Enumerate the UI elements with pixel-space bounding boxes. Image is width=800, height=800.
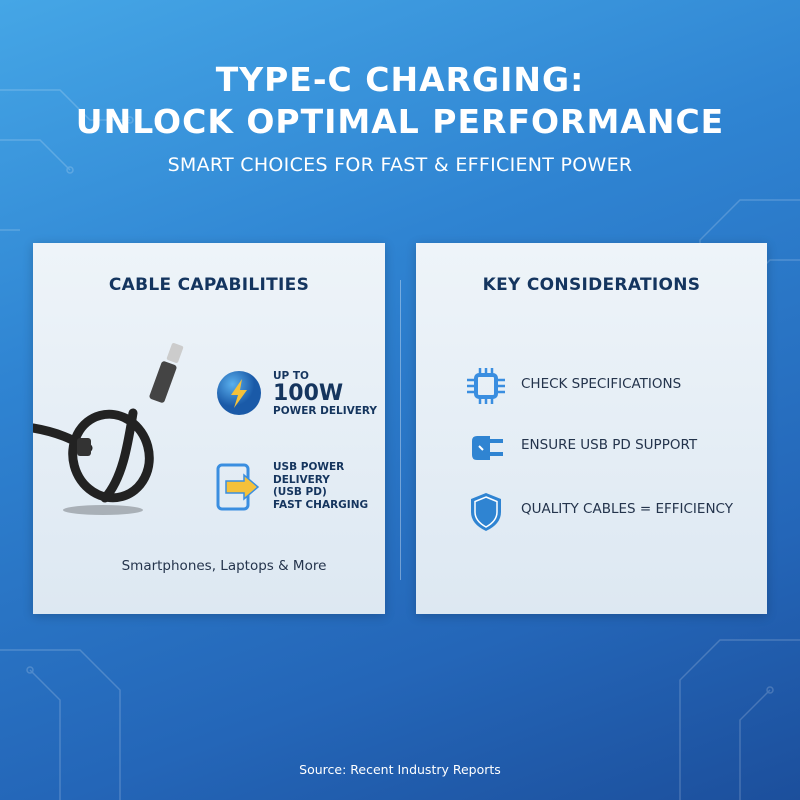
consideration-usb-pd: ENSURE USB PD SUPPORT (521, 437, 698, 453)
card-title: CABLE CAPABILITIES (108, 275, 310, 295)
source-note: Source: Recent Industry Reports (299, 762, 501, 777)
subtitle: SMART CHOICES FOR FAST & EFFICIENT POWER (167, 154, 633, 176)
shield-icon (471, 493, 501, 531)
pd-line: DELIVERY (273, 473, 330, 486)
power-value: 100W (273, 380, 344, 406)
pd-line: (USB PD) (273, 486, 327, 498)
cable-capabilities-card: CABLE CAPABILITIES UP TO 100W POWER DELI… (33, 243, 385, 614)
chip-icon (467, 368, 505, 404)
arrow-into-device-icon (216, 463, 260, 511)
consideration-check-specs: CHECK SPECIFICATIONS (521, 376, 682, 392)
lightning-bolt-icon (217, 371, 261, 415)
pd-line: FAST CHARGING (273, 498, 369, 511)
power-suffix: POWER DELIVERY (273, 404, 378, 417)
title-line-1: TYPE-C CHARGING: (215, 60, 585, 99)
plug-icon (472, 436, 503, 460)
divider (400, 280, 401, 580)
usb-pd-feature: USB POWER DELIVERY (USB PD) FAST CHARGIN… (273, 461, 368, 511)
usb-c-cable-image (33, 343, 184, 515)
key-considerations-card: KEY CONSIDERATIONS CHECK SPECIFICATIONS … (416, 243, 767, 614)
power-feature: UP TO 100W POWER DELIVERY (273, 370, 377, 417)
pd-line: USB POWER (273, 461, 345, 473)
card-title: KEY CONSIDERATIONS (482, 275, 701, 295)
power-prefix: UP TO (273, 370, 309, 382)
devices-text: Smartphones, Laptops & More (121, 558, 327, 574)
consideration-quality-cables: QUALITY CABLES = EFFICIENCY (521, 501, 733, 517)
title-line-2: UNLOCK OPTIMAL PERFORMANCE (75, 102, 725, 141)
